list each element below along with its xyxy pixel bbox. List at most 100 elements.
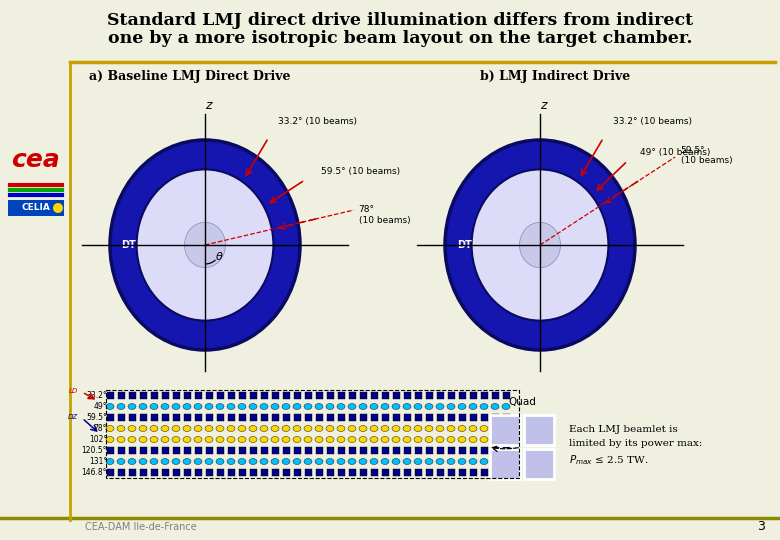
Ellipse shape xyxy=(227,436,235,442)
Bar xyxy=(172,469,179,476)
Ellipse shape xyxy=(359,436,367,442)
Bar xyxy=(448,392,455,399)
Ellipse shape xyxy=(381,403,389,409)
Ellipse shape xyxy=(260,426,268,431)
Bar xyxy=(381,447,388,454)
Bar xyxy=(327,392,334,399)
Ellipse shape xyxy=(282,458,290,464)
Text: CEA-DAM Ile-de-France: CEA-DAM Ile-de-France xyxy=(85,522,197,532)
Bar xyxy=(403,447,410,454)
Bar xyxy=(261,414,268,421)
Bar xyxy=(107,447,114,454)
Ellipse shape xyxy=(260,458,268,464)
Text: 131°: 131° xyxy=(89,457,107,466)
Bar xyxy=(360,414,367,421)
Bar xyxy=(304,469,311,476)
Ellipse shape xyxy=(172,403,180,409)
Text: Each LMJ beamlet is: Each LMJ beamlet is xyxy=(569,425,678,434)
Ellipse shape xyxy=(194,426,202,431)
Bar xyxy=(271,447,278,454)
Bar xyxy=(282,392,289,399)
Ellipse shape xyxy=(381,426,389,431)
Bar xyxy=(502,469,509,476)
Bar xyxy=(403,414,410,421)
Bar xyxy=(107,392,114,399)
Bar xyxy=(426,392,432,399)
Ellipse shape xyxy=(447,426,455,431)
Ellipse shape xyxy=(458,426,466,431)
Ellipse shape xyxy=(326,426,334,431)
Ellipse shape xyxy=(414,426,422,431)
Ellipse shape xyxy=(139,458,147,464)
Ellipse shape xyxy=(271,426,279,431)
Ellipse shape xyxy=(469,436,477,442)
Bar xyxy=(459,447,466,454)
Ellipse shape xyxy=(172,436,180,442)
Bar xyxy=(448,469,455,476)
Bar xyxy=(414,414,421,421)
Bar xyxy=(183,392,190,399)
Ellipse shape xyxy=(436,436,444,442)
Bar xyxy=(349,392,356,399)
Bar xyxy=(151,414,158,421)
Text: DT: DT xyxy=(456,240,471,250)
Bar xyxy=(293,469,300,476)
Text: DZ: DZ xyxy=(68,414,78,420)
Ellipse shape xyxy=(293,403,301,409)
Ellipse shape xyxy=(106,458,114,464)
Bar xyxy=(183,414,190,421)
Ellipse shape xyxy=(447,458,455,464)
Ellipse shape xyxy=(304,426,312,431)
Bar xyxy=(129,392,136,399)
Bar xyxy=(217,414,224,421)
Bar xyxy=(370,414,378,421)
Ellipse shape xyxy=(326,436,334,442)
Ellipse shape xyxy=(472,170,608,321)
Ellipse shape xyxy=(238,436,246,442)
Text: 102°: 102° xyxy=(89,435,107,444)
Ellipse shape xyxy=(205,426,213,431)
Ellipse shape xyxy=(282,403,290,409)
Bar xyxy=(172,414,179,421)
Bar xyxy=(140,392,147,399)
Bar xyxy=(161,447,168,454)
Bar xyxy=(106,390,519,478)
Bar xyxy=(491,392,498,399)
Bar xyxy=(338,469,345,476)
Text: 49° (10 beams): 49° (10 beams) xyxy=(640,147,710,157)
Bar xyxy=(403,392,410,399)
Ellipse shape xyxy=(370,426,378,431)
Ellipse shape xyxy=(271,436,279,442)
Bar xyxy=(194,469,201,476)
Bar xyxy=(437,447,444,454)
Ellipse shape xyxy=(185,222,225,268)
Ellipse shape xyxy=(403,436,411,442)
Ellipse shape xyxy=(381,458,389,464)
Ellipse shape xyxy=(216,426,224,431)
Bar xyxy=(129,469,136,476)
Bar xyxy=(228,392,235,399)
Ellipse shape xyxy=(194,436,202,442)
Bar xyxy=(239,414,246,421)
Bar xyxy=(490,415,520,445)
Bar xyxy=(304,392,311,399)
Ellipse shape xyxy=(337,436,345,442)
Ellipse shape xyxy=(216,458,224,464)
Ellipse shape xyxy=(128,403,136,409)
Bar xyxy=(239,447,246,454)
Bar xyxy=(392,414,399,421)
Bar xyxy=(271,469,278,476)
Text: 78°: 78° xyxy=(94,424,107,433)
Bar xyxy=(151,469,158,476)
Bar xyxy=(107,469,114,476)
Text: 3: 3 xyxy=(757,521,765,534)
Ellipse shape xyxy=(227,426,235,431)
Ellipse shape xyxy=(381,436,389,442)
Ellipse shape xyxy=(249,458,257,464)
Bar xyxy=(304,447,311,454)
Ellipse shape xyxy=(271,403,279,409)
Bar xyxy=(426,469,432,476)
Bar xyxy=(250,469,257,476)
Ellipse shape xyxy=(480,403,488,409)
Text: 59.5° (10 beams): 59.5° (10 beams) xyxy=(321,167,400,176)
